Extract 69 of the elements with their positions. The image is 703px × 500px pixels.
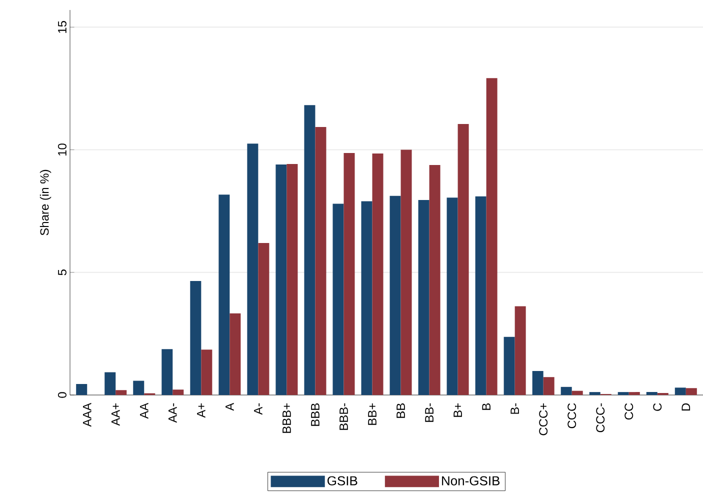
bar — [286, 164, 298, 395]
y-tick-label: 15 — [58, 20, 66, 33]
y-tick-label: 10 — [58, 144, 66, 156]
x-tick-label: BBB- — [340, 403, 348, 430]
bar — [230, 313, 241, 395]
bar — [372, 153, 384, 395]
bar — [543, 377, 554, 395]
bar — [76, 384, 88, 395]
bar — [133, 380, 144, 395]
y-tick-label: 5 — [58, 270, 66, 276]
bar — [458, 124, 469, 395]
bar — [686, 388, 697, 395]
bar — [646, 392, 658, 395]
bar — [560, 386, 572, 395]
bar — [201, 350, 212, 395]
x-tick-label: AA- — [168, 403, 177, 423]
bar — [400, 150, 412, 395]
bar — [418, 200, 430, 395]
x-tick-label: CC — [624, 403, 634, 420]
y-axis-title: Share (in %) — [40, 170, 52, 236]
bar — [276, 164, 287, 395]
bar — [446, 198, 458, 395]
bar — [572, 390, 583, 395]
x-tick-label: AAA — [82, 402, 92, 427]
x-tick-label: BBB — [311, 403, 320, 426]
bar — [429, 164, 440, 395]
bar — [218, 194, 230, 395]
bar — [514, 306, 526, 395]
x-tick-label: B- — [510, 403, 519, 414]
bar — [172, 390, 184, 395]
bar — [258, 242, 270, 395]
x-tick-label: B+ — [454, 403, 462, 417]
x-tick-label: BB- — [425, 403, 434, 422]
legend-label: Non-GSIB — [442, 476, 500, 486]
x-tick-label: BBB+ — [282, 403, 291, 433]
bar — [190, 280, 202, 395]
x-tick-label: BB+ — [368, 403, 376, 425]
x-tick-label: CCC+ — [539, 403, 548, 436]
x-tick-label: C — [653, 403, 662, 411]
bar — [116, 390, 127, 395]
bar — [486, 78, 498, 395]
bar — [674, 388, 686, 395]
x-tick-label: CCC — [568, 403, 576, 428]
bar — [504, 336, 515, 395]
legend-label: GSIB — [328, 476, 358, 486]
bar — [532, 370, 544, 395]
bar — [304, 105, 316, 395]
bar — [618, 392, 629, 395]
x-tick-label: AA — [140, 402, 148, 419]
x-tick-label: A — [226, 402, 234, 411]
bar — [247, 144, 258, 395]
bar — [589, 392, 600, 395]
x-tick-label: A+ — [197, 403, 206, 418]
x-tick-label: B — [482, 403, 490, 410]
bar — [475, 196, 486, 395]
x-tick-label: BB — [396, 403, 405, 418]
bar — [315, 126, 326, 395]
bar — [332, 204, 344, 395]
bar — [390, 196, 401, 395]
bar — [162, 349, 173, 395]
x-tick-label: A- — [254, 403, 262, 415]
x-tick-label: D — [682, 403, 690, 410]
x-tick-label: AA+ — [112, 403, 120, 426]
bar — [104, 372, 116, 395]
bar — [628, 392, 640, 395]
bar — [361, 201, 372, 395]
y-tick-label: 0 — [58, 392, 66, 398]
bar — [344, 152, 355, 395]
x-tick-label: CCC- — [596, 403, 605, 432]
